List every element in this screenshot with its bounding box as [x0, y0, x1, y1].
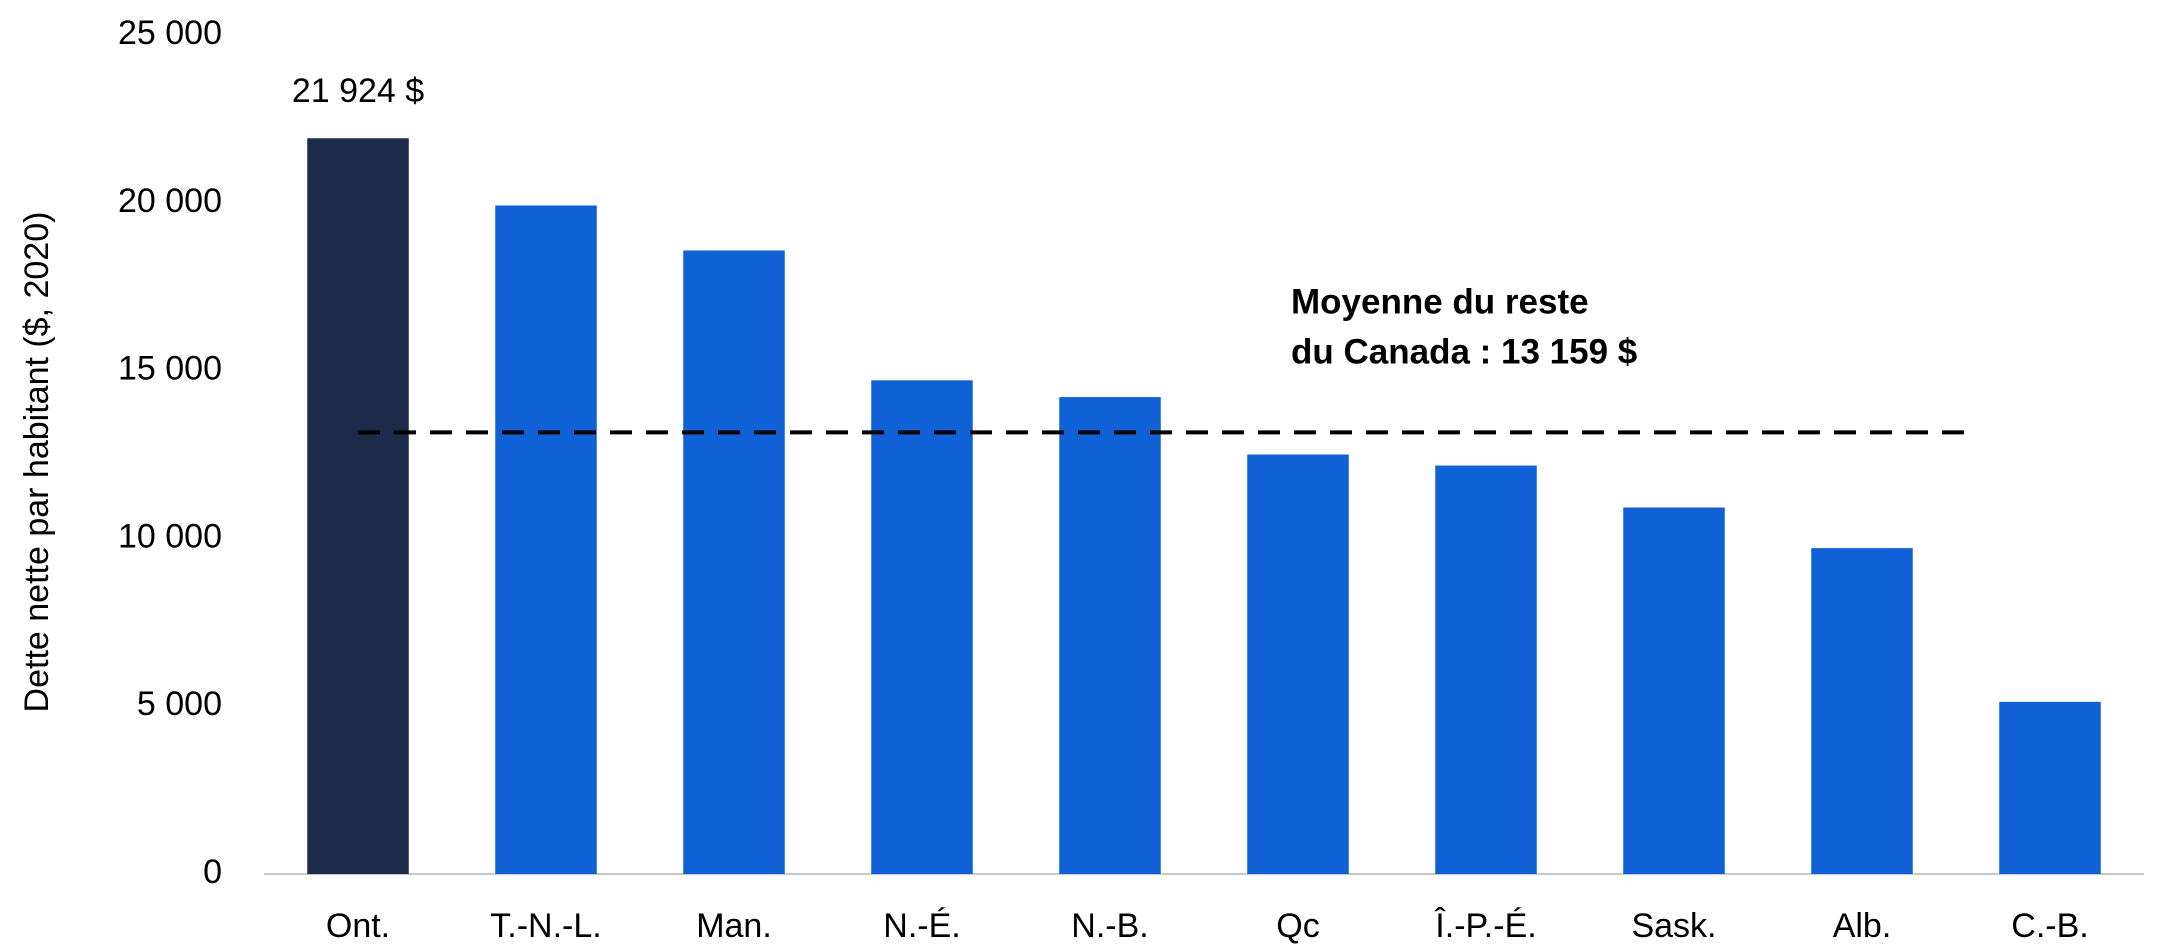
y-tick-label: 5 000 [137, 685, 222, 723]
value-label: 21 924 $ [292, 72, 424, 110]
y-tick-label: 10 000 [118, 517, 222, 555]
x-tick-label: Alb. [1833, 907, 1892, 945]
reference-label: Moyenne du reste [1291, 282, 1589, 321]
x-tick-label: T.-N.-L. [490, 907, 601, 945]
x-tick-label: Sask. [1631, 907, 1716, 945]
bar [495, 205, 597, 874]
y-tick-label: 0 [203, 853, 222, 891]
y-tick-label: 20 000 [118, 182, 222, 220]
bar [1811, 548, 1913, 874]
x-tick-label: Ont. [326, 907, 390, 945]
bar [1247, 454, 1349, 874]
bar [1059, 397, 1161, 874]
x-tick-label: N.-B. [1071, 907, 1148, 945]
y-axis-label: Dette nette par habitant ($, 2020) [18, 212, 56, 713]
bar [307, 138, 409, 874]
x-tick-label: Qc [1276, 907, 1319, 945]
reference-label: du Canada : 13 159 $ [1291, 332, 1637, 371]
bar [1435, 465, 1537, 874]
bar [871, 380, 973, 874]
x-tick-label: N.-É. [883, 907, 960, 945]
x-tick-label: Î.-P.-É. [1434, 907, 1536, 945]
bar [1623, 507, 1725, 874]
y-tick-label: 15 000 [118, 350, 222, 388]
x-tick-label: Man. [696, 907, 772, 945]
bar [1999, 701, 2101, 874]
x-tick-label: C.-B. [2011, 907, 2088, 945]
bar [683, 250, 785, 874]
y-tick-label: 25 000 [118, 14, 222, 52]
